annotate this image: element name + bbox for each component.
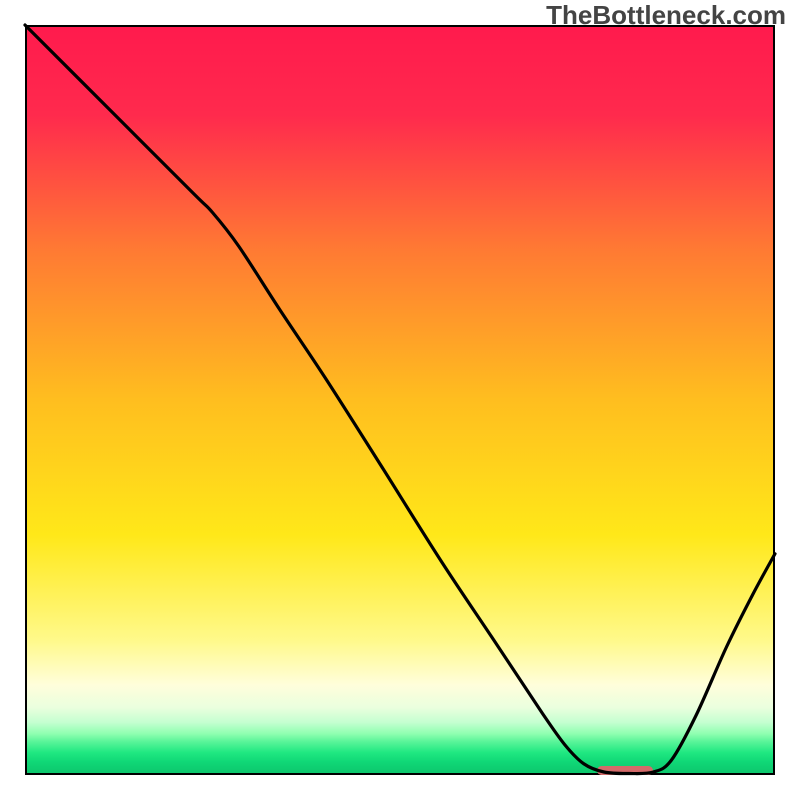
plot-area [25,25,775,775]
optimal-marker [597,766,653,775]
watermark-text: TheBottleneck.com [546,0,786,31]
chart-canvas: TheBottleneck.com [0,0,800,800]
